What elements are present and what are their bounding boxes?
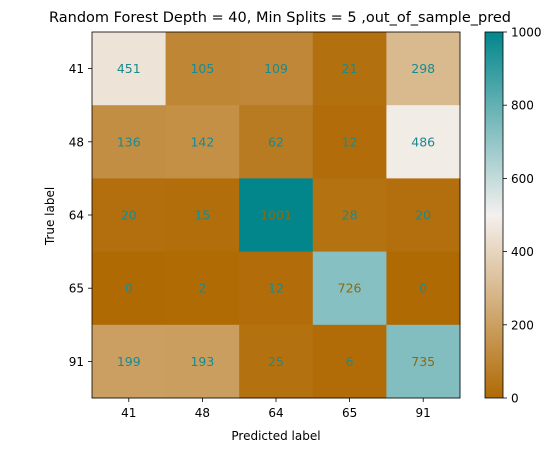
colorbar-tick-label: 200 xyxy=(511,318,534,332)
colorbar-tick-label: 0 xyxy=(511,392,519,406)
y-tick-label: 91 xyxy=(69,355,84,369)
heatmap-cell xyxy=(165,178,240,253)
heatmap-cell xyxy=(239,105,314,179)
y-axis-label: True label xyxy=(43,187,57,246)
colorbar-tick-label: 800 xyxy=(511,99,534,113)
cell-value-label: 28 xyxy=(342,208,358,223)
cell-value-label: 105 xyxy=(190,61,214,76)
cell-value-label: 451 xyxy=(117,61,141,76)
heatmap-cell xyxy=(386,178,461,253)
x-tick-label: 65 xyxy=(342,406,357,420)
colorbar xyxy=(484,31,504,399)
heatmap-cell xyxy=(239,324,314,399)
cell-value-label: 193 xyxy=(190,354,214,369)
y-tick-label: 41 xyxy=(69,62,84,76)
heatmap-cell xyxy=(92,32,167,106)
cell-value-label: 21 xyxy=(342,61,358,76)
heatmap-cell xyxy=(312,324,387,399)
chart-title: Random Forest Depth = 40, Min Splits = 5… xyxy=(49,10,511,26)
cell-value-label: 0 xyxy=(419,281,427,296)
cell-value-label: 735 xyxy=(411,354,435,369)
cell-value-label: 298 xyxy=(411,61,435,76)
cell-value-label: 199 xyxy=(117,354,141,369)
heatmap-cell xyxy=(312,178,387,253)
cell-value-label: 1001 xyxy=(260,208,292,223)
heatmap-cell xyxy=(92,251,167,326)
cell-value-label: 6 xyxy=(346,354,354,369)
heatmap-cell xyxy=(165,251,240,326)
cell-value-label: 486 xyxy=(411,134,435,149)
heatmap-cell xyxy=(312,105,387,179)
heatmap-cell xyxy=(239,32,314,106)
y-tick-label: 48 xyxy=(69,135,84,149)
x-tick-label: 48 xyxy=(195,406,210,420)
cell-value-label: 109 xyxy=(264,61,288,76)
cell-value-label: 15 xyxy=(194,208,210,223)
x-tick-label: 64 xyxy=(268,406,283,420)
heatmap-cell xyxy=(386,105,461,179)
heatmap-cell xyxy=(92,178,167,253)
cell-value-label: 20 xyxy=(121,208,137,223)
cell-value-label: 25 xyxy=(268,354,284,369)
heatmap-cell xyxy=(239,251,314,326)
cell-value-label: 0 xyxy=(125,281,133,296)
heatmap-cell xyxy=(386,251,461,326)
heatmap-cell xyxy=(312,32,387,106)
heatmap-cell xyxy=(165,324,240,399)
cell-value-label: 62 xyxy=(268,134,284,149)
cell-value-label: 2 xyxy=(198,281,206,296)
heatmap-cell xyxy=(239,178,314,253)
x-axis-label: Predicted label xyxy=(231,429,320,443)
y-axis-ticks: 41 48 64 65 91 xyxy=(69,62,92,369)
colorbar-tick-label: 600 xyxy=(511,172,534,186)
heatmap-cell xyxy=(312,251,387,326)
cell-value-label: 12 xyxy=(342,134,358,149)
cell-value-label: 142 xyxy=(190,134,214,149)
heatmap-cell xyxy=(386,32,461,106)
y-tick-label: 64 xyxy=(69,209,84,223)
heatmap-cell xyxy=(165,32,240,106)
heatmap-cell xyxy=(165,105,240,179)
y-tick-label: 65 xyxy=(69,282,84,296)
heatmap-cell xyxy=(92,105,167,179)
heatmap-cells xyxy=(92,32,461,399)
cell-value-label: 136 xyxy=(117,134,141,149)
heatmap-cell xyxy=(92,324,167,399)
x-tick-label: 41 xyxy=(121,406,136,420)
colorbar-ticks: 0 200 400 600 800 1000 xyxy=(503,26,542,406)
cell-value-label: 726 xyxy=(338,281,362,296)
colorbar-tick-label: 1000 xyxy=(511,26,542,40)
x-tick-label: 91 xyxy=(416,406,431,420)
cell-value-label: 20 xyxy=(415,208,431,223)
heatmap-cell xyxy=(386,324,461,399)
colorbar-tick-label: 400 xyxy=(511,245,534,259)
x-axis-ticks: 41 48 64 65 91 xyxy=(121,398,431,420)
cell-value-label: 12 xyxy=(268,281,284,296)
